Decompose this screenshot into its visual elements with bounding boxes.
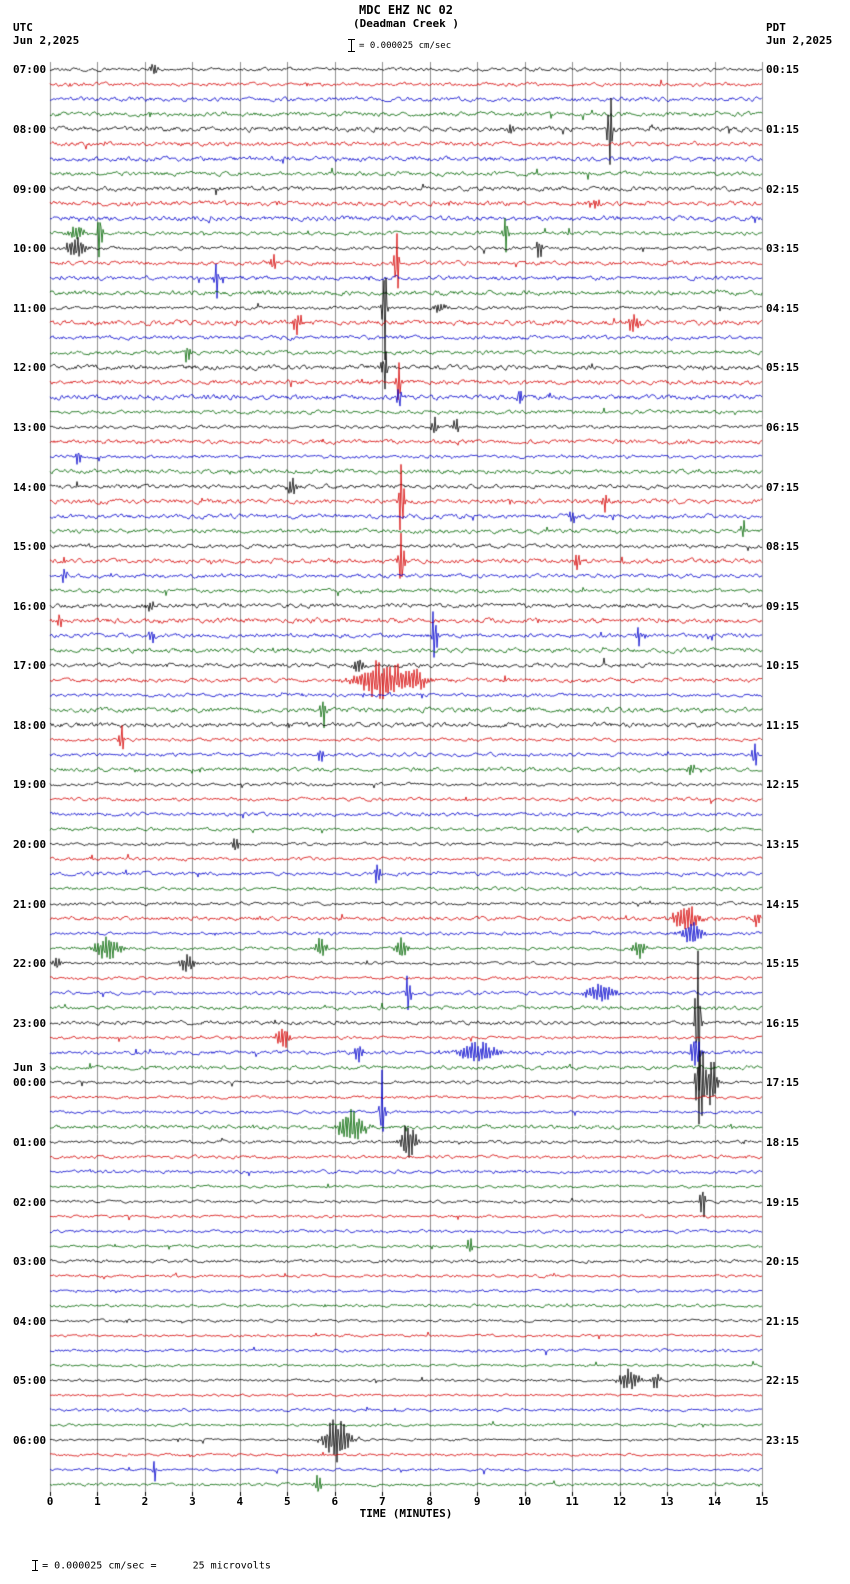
utc-hour-label: 23:00 [13,1016,47,1030]
right-header: PDT Jun 2,2025 [766,21,832,47]
x-tick-label: 12 [612,1495,627,1508]
x-tick-label: 6 [331,1495,339,1508]
x-tick-label: 8 [426,1495,434,1508]
utc-hour-label: 09:00 [13,182,47,196]
utc-hour-label: 17:00 [13,659,47,673]
utc-hour-label: 01:00 [13,1135,47,1149]
utc-hour-label: 21:00 [13,897,47,911]
x-tick-label: 2 [141,1495,149,1508]
pdt-hour-label: 23:15 [766,1433,800,1447]
x-tick-label: 5 [284,1495,291,1508]
utc-hour-label: 20:00 [13,838,47,852]
x-tick-label: 15 [755,1495,769,1508]
left-date-label: Jun 2,2025 [13,34,80,47]
utc-hour-label: 08:00 [13,123,47,137]
pdt-hour-label: 00:15 [766,63,800,77]
left-header: UTC Jun 2,2025 [13,21,79,47]
pdt-hour-label: 13:15 [766,838,800,852]
left-timezone-label: UTC [13,21,33,34]
pdt-hour-label: 05:15 [766,361,800,375]
pdt-hour-label: 10:15 [766,659,800,673]
pdt-hour-label: 21:15 [766,1314,800,1328]
x-tick-label: 13 [660,1495,674,1508]
scale-indicator: = 0.000025 cm/sec [348,39,451,52]
utc-hour-label: 12:00 [13,361,47,375]
footer-ibeam-icon [32,1560,39,1571]
pdt-hour-label: 03:15 [766,242,800,256]
utc-hour-label: 06:00 [13,1433,47,1447]
x-tick-label: 3 [189,1495,196,1508]
date-break-label: Jun 3 [13,1061,47,1075]
x-tick-label: 0 [46,1495,54,1508]
x-tick-label: 7 [378,1495,386,1508]
utc-hour-label: 04:00 [13,1314,47,1328]
pdt-hour-label: 11:15 [766,718,800,732]
pdt-hour-label: 12:15 [766,778,800,792]
utc-hour-label: 10:00 [13,242,47,256]
pdt-hour-label: 17:15 [766,1076,800,1090]
utc-hour-label: 03:00 [13,1255,47,1269]
pdt-hour-label: 04:15 [766,301,800,315]
pdt-hour-label: 18:15 [766,1135,800,1149]
scale-ibeam-icon [348,39,355,52]
utc-hour-label: 07:00 [13,63,47,77]
pdt-hour-label: 16:15 [766,1016,800,1030]
utc-hour-label: 16:00 [13,599,47,613]
x-tick-label: 14 [707,1495,722,1508]
x-tick-label: 1 [94,1495,101,1508]
utc-hour-label: 05:00 [13,1374,47,1388]
x-tick-label: 9 [473,1495,481,1508]
footer-scale: = 0.000025 cm/sec = 25 microvolts [8,1549,271,1583]
x-axis-label: TIME (MINUTES) [359,1507,453,1520]
right-date-label: Jun 2,2025 [766,34,833,47]
x-tick-label: 11 [565,1495,579,1508]
pdt-hour-label: 07:15 [766,480,800,494]
x-tick-label: 4 [236,1495,244,1508]
station-title: MDC EHZ NC 02 [359,3,453,17]
station-subtitle: (Deadman Creek ) [353,17,459,30]
utc-hour-label: 00:00 [13,1076,47,1090]
pdt-hour-label: 20:15 [766,1255,800,1269]
pdt-hour-label: 06:15 [766,420,800,434]
pdt-hour-label: 02:15 [766,182,800,196]
right-timezone-label: PDT [766,21,786,34]
pdt-hour-label: 15:15 [766,957,800,971]
utc-hour-label: 14:00 [13,480,47,494]
utc-hour-label: 13:00 [13,420,47,434]
utc-hour-label: 15:00 [13,540,47,554]
footer-scale-text: = 0.000025 cm/sec = 25 microvolts [42,1560,271,1572]
pdt-hour-label: 08:15 [766,540,800,554]
utc-hour-label: 11:00 [13,301,47,315]
pdt-hour-label: 22:15 [766,1374,800,1388]
utc-hour-label: 18:00 [13,718,47,732]
pdt-hour-label: 09:15 [766,599,800,613]
utc-hour-label: 02:00 [13,1195,47,1209]
pdt-hour-label: 01:15 [766,123,800,137]
utc-hour-label: 19:00 [13,778,47,792]
pdt-hour-label: 14:15 [766,897,800,911]
pdt-hour-label: 19:15 [766,1195,800,1209]
x-tick-label: 10 [518,1495,532,1508]
utc-hour-label: 22:00 [13,957,47,971]
scale-label: = 0.000025 cm/sec [359,41,452,51]
